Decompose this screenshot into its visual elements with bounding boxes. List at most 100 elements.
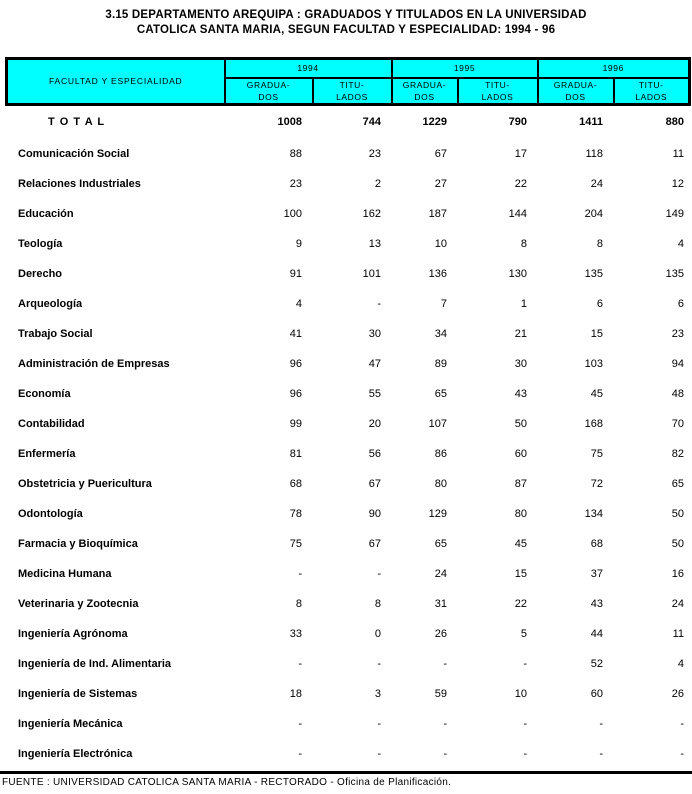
cell-value: - [298,567,302,580]
row-label: Veterinaria y Zootecnia [18,597,139,610]
cell-value: 48 [671,387,684,400]
row-label: Ingeniería Mecánica [18,717,123,730]
table-row: Medicina Humana - - 24 15 37 16 [5,559,688,589]
cell-value: - [443,747,447,760]
cell-value: 89 [434,357,447,370]
title-line-1: 3.15 DEPARTAMENTO AREQUIPA : GRADUADOS Y… [105,9,587,21]
cell-value: 103 [584,357,603,370]
cell-value: - [377,717,381,730]
cell-value: 30 [368,327,381,340]
table-body-table: T O T A L 1008 744 1229 790 1411 880 Com… [5,106,688,769]
row-label: Derecho [18,267,63,280]
table-row: Obstetricia y Puericultura 68 67 80 87 72 65 [5,469,688,499]
cell-value: - [377,297,381,310]
row-label: Relaciones Industriales [18,177,141,190]
cell-value: 45 [590,387,603,400]
cell-value: 24 [434,567,447,580]
cell-value: - [298,717,302,730]
cell-value: 65 [671,477,684,490]
cell-value: 60 [590,687,603,700]
row-label: Ingeniería Agrónoma [18,627,128,640]
cell-value: 26 [434,627,447,640]
cell-value: 12 [671,177,684,190]
row-label: Obstetricia y Puericultura [18,477,152,490]
cell-value: 4 [677,657,684,670]
cell-value: - [443,717,447,730]
cell-value: 70 [671,417,684,430]
row-label: Administración de Empresas [18,357,170,370]
cell-value: 82 [671,447,684,460]
cell-value: 50 [671,537,684,550]
cell-value: 67 [368,537,381,550]
cell-value: - [523,717,527,730]
cell-value: - [377,657,381,670]
cell-value: 30 [514,357,527,370]
row-label: Economía [18,387,71,400]
cell-value: - [377,567,381,580]
total-cell-value: 880 [665,116,684,128]
cell-value: 162 [362,207,381,220]
total-cell-value: 744 [362,116,381,128]
cell-value: 118 [585,147,603,160]
cell-value: - [680,717,684,730]
table-row: Administración de Empresas 96 47 89 30 103 94 [5,349,688,379]
cell-value: - [523,747,527,760]
cell-value: 43 [590,597,603,610]
cell-value: 6 [677,297,684,310]
cell-value: 80 [434,477,447,490]
cell-value: 96 [289,387,302,400]
cell-value: - [599,717,603,730]
row-label: Arqueología [18,297,83,310]
cell-value: - [443,657,447,670]
row-label: Contabilidad [18,417,85,430]
cell-value: 129 [428,507,447,520]
cell-value: 75 [590,447,603,460]
total-row-label: T O T A L [48,116,106,128]
cell-value: 9 [295,237,302,250]
header-subcolumn-row: GRADUA- DOS TITU- LADOS GRADUA- DOS TITU… [7,76,691,105]
cell-value: 0 [374,627,381,640]
cell-value: 17 [514,147,527,160]
table-row: Veterinaria y Zootecnia 8 8 31 22 43 24 [5,589,688,619]
cell-value: 6 [596,297,603,310]
cell-value: 56 [368,447,381,460]
cell-value: - [377,747,381,760]
cell-value: 50 [671,507,684,520]
table-row: Ingeniería de Sistemas 18 3 59 10 60 26 [5,679,688,709]
cell-value: 10 [514,687,527,700]
row-label: Enfermería [18,447,76,460]
table-row: Enfermería 81 56 86 60 75 82 [5,439,688,469]
table-header: FACULTAD Y ESPECIALIDAD 1994 1995 1996 G… [5,57,691,106]
table-row: Relaciones Industriales 23 2 27 22 24 12 [5,169,688,199]
table-row: Contabilidad 99 20 107 50 168 70 [5,409,688,439]
header-titulados-1996: TITU- LADOS [612,76,691,105]
cell-value: 135 [665,267,684,280]
cell-value: - [298,657,302,670]
row-label: Ingeniería de Ind. Alimentaria [18,657,172,670]
cell-value: 101 [362,267,381,280]
statistics-table: FACULTAD Y ESPECIALIDAD 1994 1995 1996 G… [5,57,691,769]
cell-value: 8 [520,237,527,250]
cell-value: 91 [289,267,302,280]
cell-value: 50 [514,417,527,430]
table-row: Derecho 91 101 136 130 135 135 [5,259,688,289]
cell-value: 1 [520,297,527,310]
total-cell-value: 1411 [579,116,603,128]
cell-value: 81 [289,447,302,460]
header-facultad-especialidad: FACULTAD Y ESPECIALIDAD [5,57,226,105]
cell-value: 31 [434,597,447,610]
cell-value: 22 [514,177,527,190]
table-row: Ingeniería Electrónica - - - - - - [5,739,688,769]
cell-value: 7 [440,297,447,310]
table-row: Odontología 78 90 129 80 134 50 [5,499,688,529]
table-row: Arqueología 4 - 7 1 6 6 [5,289,688,319]
cell-value: 23 [289,177,302,190]
table-row: Teología 9 13 10 8 8 4 [5,229,688,259]
cell-value: 94 [671,357,684,370]
cell-value: 65 [434,387,447,400]
title-line-2: CATOLICA SANTA MARIA, SEGUN FACULTAD Y E… [136,24,556,36]
cell-value: 15 [590,327,603,340]
cell-value: 65 [434,537,447,550]
cell-value: 90 [368,507,381,520]
